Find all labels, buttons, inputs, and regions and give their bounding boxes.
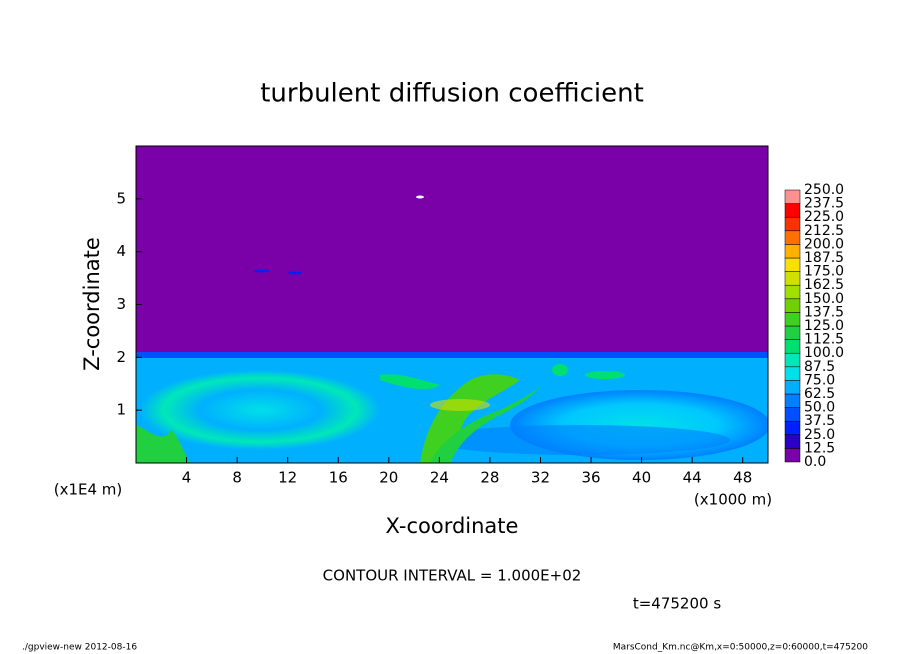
colorbar-box — [784, 284, 801, 300]
x-tick-label: 48 — [733, 469, 752, 487]
footer-right: MarsCond_Km.nc@Km,x=0:50000,z=0:60000,t=… — [613, 643, 868, 653]
colorbar-label: 0.0 — [804, 454, 826, 470]
colorbar-box — [784, 230, 801, 245]
x-tick-label: 20 — [379, 469, 398, 487]
colorbar-box — [784, 257, 801, 272]
colorbar-label: 137.5 — [804, 304, 844, 320]
colorbar-label: 112.5 — [804, 332, 844, 348]
colorbar-label: 100.0 — [804, 345, 844, 361]
y-tick-label: 2 — [116, 348, 126, 366]
colorbar-box — [784, 434, 801, 449]
colorbar-label: 212.5 — [804, 223, 844, 239]
field — [136, 146, 768, 463]
x-tick-label: 24 — [430, 469, 449, 487]
y-unit: (x1E4 m) — [54, 481, 123, 499]
colorbar-box — [784, 325, 801, 340]
colorbar-label: 162.5 — [804, 277, 844, 293]
y-tick-label: 1 — [116, 401, 126, 419]
colorbar-box — [784, 216, 801, 232]
colorbar-label: 50.0 — [804, 400, 835, 416]
colorbar-box — [784, 366, 801, 381]
y-tick-label: 5 — [116, 189, 126, 207]
footer-left: ./gpview-new 2012-08-16 — [22, 643, 137, 653]
colorbar-label: 187.5 — [804, 250, 844, 266]
colorbar-box — [784, 393, 801, 408]
colorbar-label: 125.0 — [804, 318, 844, 334]
time-label: t=475200 s — [633, 595, 721, 613]
x-tick-label: 8 — [232, 469, 242, 487]
contour-interval: CONTOUR INTERVAL = 1.000E+02 — [323, 567, 582, 585]
colorbar-label: 62.5 — [804, 386, 835, 402]
colorbar-label: 237.5 — [804, 196, 844, 212]
colorbar-box — [784, 298, 801, 313]
x-tick-label: 12 — [278, 469, 297, 487]
x-tick-label: 44 — [683, 469, 702, 487]
colorbar-label: 175.0 — [804, 264, 844, 280]
colorbar-label: 75.0 — [804, 372, 835, 388]
colorbar-label: 250.0 — [804, 182, 844, 198]
y-tick-label: 3 — [116, 295, 126, 313]
colorbar-label: 87.5 — [804, 359, 835, 375]
colorbar-label: 25.0 — [804, 427, 835, 443]
x-tick-label: 32 — [531, 469, 550, 487]
colorbar-box — [784, 448, 801, 463]
x-unit: (x1000 m) — [694, 491, 772, 509]
x-tick-label: 28 — [480, 469, 499, 487]
colorbar-box — [784, 189, 801, 204]
x-axis-label: X-coordinate — [386, 514, 519, 538]
colorbar-box — [784, 244, 801, 259]
colorbar-box — [784, 352, 801, 368]
y-tick-label: 4 — [116, 242, 126, 260]
colorbar-label: 200.0 — [804, 236, 844, 252]
x-tick-label: 4 — [182, 469, 192, 487]
colorbar-box — [784, 271, 801, 286]
x-tick-label: 16 — [329, 469, 348, 487]
colorbar-label: 225.0 — [804, 209, 844, 225]
colorbar-box — [784, 420, 801, 436]
colorbar-box — [784, 407, 801, 422]
colorbar-label: 150.0 — [804, 291, 844, 307]
colorbar-box — [784, 203, 801, 218]
chart-title: turbulent diffusion coefficient — [260, 79, 644, 109]
colorbar-box — [784, 380, 801, 395]
colorbar-label: 12.5 — [804, 440, 835, 456]
colorbar-box — [784, 312, 801, 327]
colorbar-label: 37.5 — [804, 413, 835, 429]
y-axis-label: Z-coordinate — [80, 237, 104, 371]
x-tick-label: 36 — [581, 469, 600, 487]
colorbar-box — [784, 339, 801, 354]
x-tick-label: 40 — [632, 469, 651, 487]
